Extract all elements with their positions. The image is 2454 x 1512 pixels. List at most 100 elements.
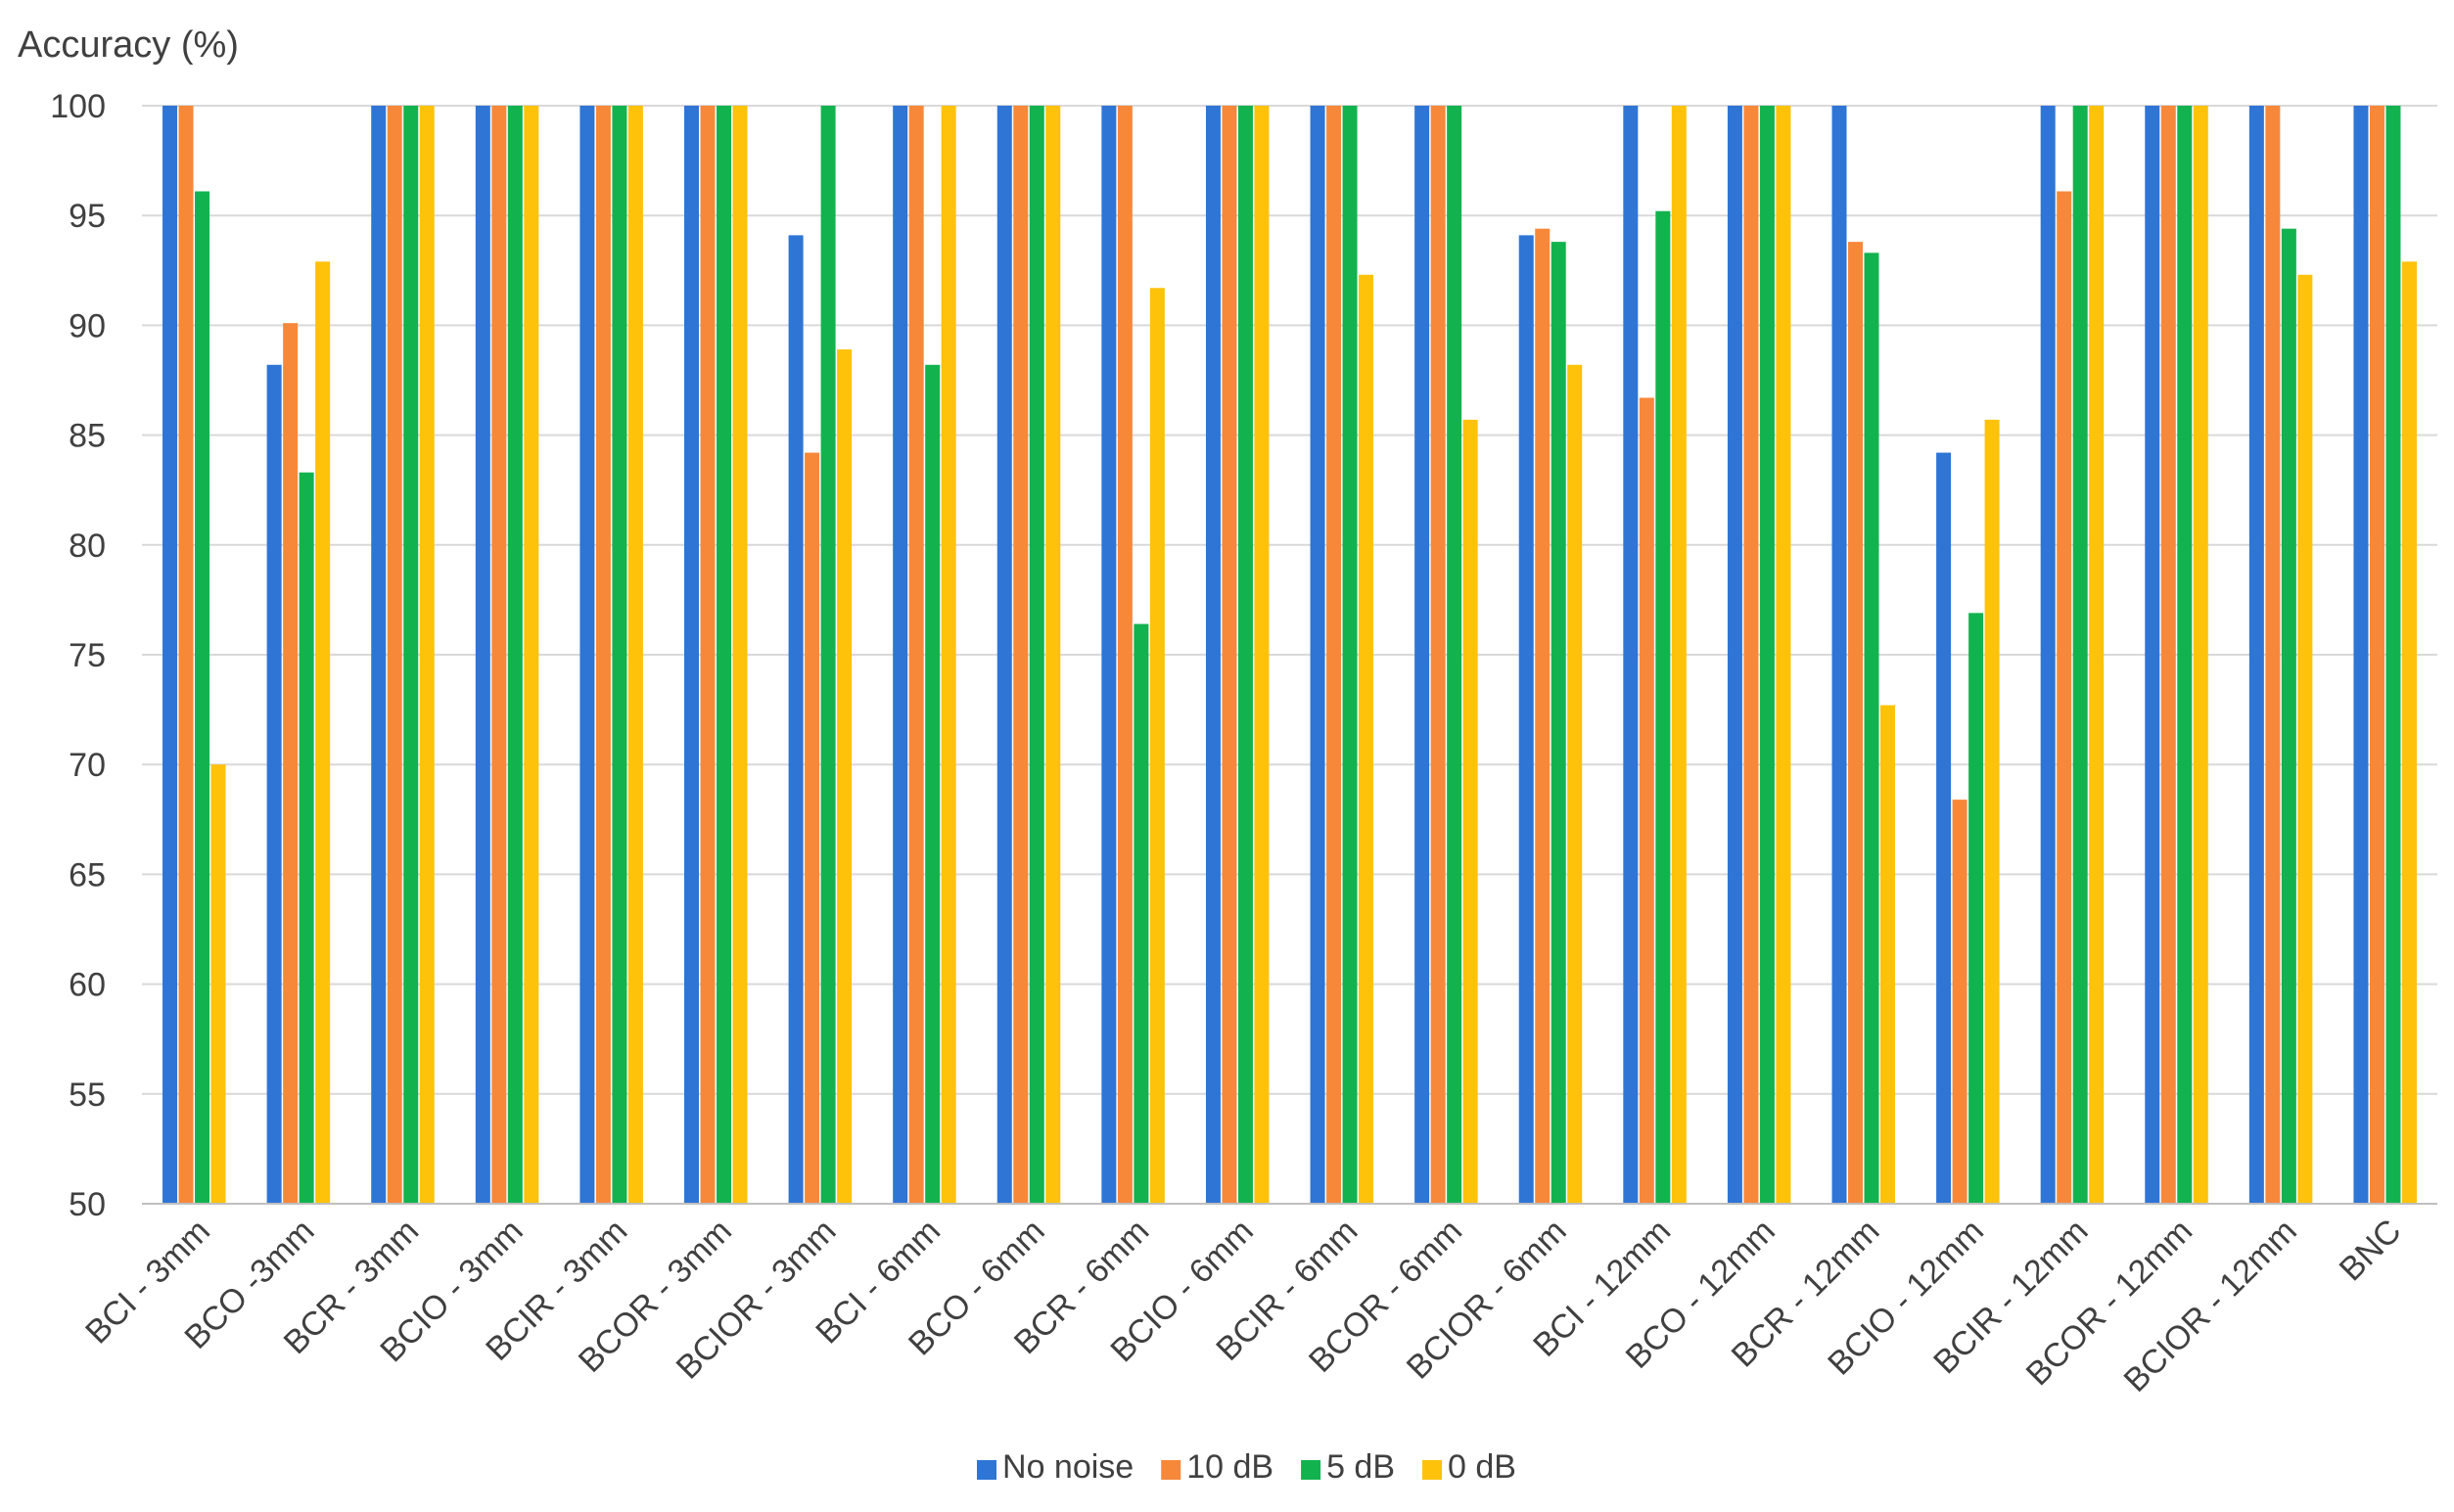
legend: No noise 10 dB 5 dB 0 dB xyxy=(977,1448,1516,1486)
bar-5-db xyxy=(2385,106,2401,1204)
bar-10-db xyxy=(595,106,611,1204)
bar-10-db xyxy=(700,106,716,1204)
bar-no-noise xyxy=(1727,106,1742,1204)
bar-no-noise xyxy=(1518,235,1534,1204)
bar-5-db xyxy=(1968,613,1984,1204)
y-tick-label: 55 xyxy=(69,1077,106,1114)
bar-5-db xyxy=(925,364,941,1204)
y-tick-label: 60 xyxy=(69,967,106,1004)
bar-0-db xyxy=(1254,106,1270,1204)
bar-5-db xyxy=(2281,228,2296,1204)
y-axis-label: Accuracy (%) xyxy=(18,24,239,66)
y-tick-label: 100 xyxy=(50,88,106,125)
bar-10-db xyxy=(1639,397,1654,1204)
bar-0-db xyxy=(419,106,435,1204)
bar-5-db xyxy=(1759,106,1775,1204)
bar-5-db xyxy=(1237,106,1253,1204)
bar-no-noise xyxy=(1414,106,1430,1204)
bar-0-db xyxy=(1984,419,2000,1205)
bar-no-noise xyxy=(1101,106,1117,1204)
y-tick-label: 50 xyxy=(69,1186,106,1223)
bar-10-db xyxy=(1222,106,1237,1204)
bar-no-noise xyxy=(788,235,804,1204)
bar-0-db xyxy=(627,106,643,1204)
legend-item: 5 dB xyxy=(1301,1448,1395,1486)
bar-0-db xyxy=(2401,261,2417,1205)
bar-10-db xyxy=(2160,106,2176,1204)
bar-0-db xyxy=(837,349,853,1205)
bar-0-db xyxy=(2089,106,2105,1204)
bar-10-db xyxy=(1743,106,1759,1204)
bar-5-db xyxy=(1342,106,1358,1204)
y-tick-label: 70 xyxy=(69,747,106,784)
bar-5-db xyxy=(1655,210,1671,1204)
bar-10-db xyxy=(1952,800,1968,1204)
bar-0-db xyxy=(1567,364,1583,1204)
bar-10-db xyxy=(1117,106,1133,1204)
bar-0-db xyxy=(1776,106,1791,1204)
bar-no-noise xyxy=(1936,452,1952,1204)
y-tick-label: 65 xyxy=(69,856,106,893)
bar-10-db xyxy=(908,106,924,1204)
legend-item: 0 dB xyxy=(1422,1448,1516,1486)
bar-5-db xyxy=(2072,106,2088,1204)
legend-swatch xyxy=(1301,1460,1321,1480)
bar-0-db xyxy=(1359,274,1374,1205)
bar-10-db xyxy=(387,106,402,1204)
bar-10-db xyxy=(1326,106,1342,1204)
bar-5-db xyxy=(299,472,314,1204)
bar-5-db xyxy=(195,191,210,1205)
bar-no-noise xyxy=(2353,106,2369,1204)
bar-no-noise xyxy=(1831,106,1847,1204)
bar-no-noise xyxy=(996,106,1012,1204)
legend-swatch xyxy=(977,1460,997,1480)
bar-no-noise xyxy=(1310,106,1325,1204)
bar-5-db xyxy=(612,106,627,1204)
bar-0-db xyxy=(1671,106,1687,1204)
legend-swatch xyxy=(1422,1460,1443,1480)
bar-no-noise xyxy=(2145,106,2160,1204)
y-axis-ticks: 50 55 60 65 70 75 80 85 90 95 100 xyxy=(50,88,106,1223)
bar-no-noise xyxy=(893,106,908,1204)
y-tick-label: 95 xyxy=(69,198,106,235)
x-tick-label: BNC xyxy=(2333,1213,2409,1289)
y-tick-label: 90 xyxy=(69,307,106,344)
bar-10-db xyxy=(283,323,299,1204)
bar-5-db xyxy=(2177,106,2193,1204)
y-tick-label: 75 xyxy=(69,637,106,674)
bar-5-db xyxy=(1864,252,1879,1204)
bar-5-db xyxy=(1551,242,1566,1205)
y-tick-label: 85 xyxy=(69,418,106,455)
bar-10-db xyxy=(1430,106,1446,1204)
bar-5-db xyxy=(717,106,731,1204)
bar-0-db xyxy=(315,261,331,1205)
legend-item: No noise xyxy=(977,1448,1134,1486)
legend-label: 5 dB xyxy=(1326,1448,1395,1486)
bar-0-db xyxy=(524,106,539,1204)
bar-10-db xyxy=(2057,191,2072,1205)
legend-label: 0 dB xyxy=(1448,1448,1516,1486)
bar-no-noise xyxy=(2248,106,2264,1204)
bar-0-db xyxy=(1045,106,1061,1204)
bar-10-db xyxy=(805,452,820,1204)
bar-0-db xyxy=(1880,705,1895,1204)
bar-0-db xyxy=(2193,106,2208,1204)
bar-5-db xyxy=(1447,106,1462,1204)
bar-5-db xyxy=(1029,106,1044,1204)
bar-10-db xyxy=(1848,242,1863,1205)
bar-5-db xyxy=(1134,623,1149,1204)
bars xyxy=(162,106,2417,1205)
bar-no-noise xyxy=(266,364,282,1204)
bar-10-db xyxy=(178,106,194,1204)
bar-10-db xyxy=(2265,106,2281,1204)
bar-5-db xyxy=(820,106,836,1204)
bar-no-noise xyxy=(475,106,490,1204)
legend-label: 10 dB xyxy=(1186,1448,1273,1486)
bar-0-db xyxy=(732,106,748,1204)
legend-label: No noise xyxy=(1002,1448,1134,1486)
bar-no-noise xyxy=(684,106,699,1204)
bar-no-noise xyxy=(579,106,595,1204)
legend-item: 10 dB xyxy=(1161,1448,1273,1486)
bar-5-db xyxy=(507,106,523,1204)
